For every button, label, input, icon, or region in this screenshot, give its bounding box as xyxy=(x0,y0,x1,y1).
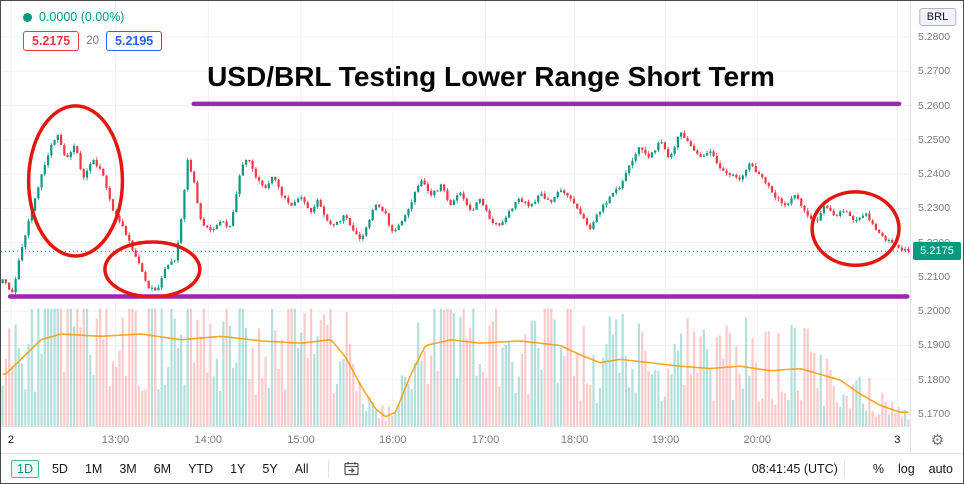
time-axis-label: 13:00 xyxy=(101,434,130,446)
price-axis-label: 5.1700 xyxy=(918,408,951,420)
bid-ask-row: 5.2175 20 5.2195 xyxy=(23,31,163,51)
change-text: 0.0000 (0.00%) xyxy=(39,10,125,24)
highlight-ellipse[interactable] xyxy=(26,104,125,258)
time-axis[interactable]: 2 13:00 14:00 15:00 16:00 17:00 18:00 19:00 20:0… xyxy=(1,426,910,453)
toolbar-divider xyxy=(327,459,329,478)
scale-button-log[interactable]: log xyxy=(897,461,915,476)
candles-layer xyxy=(1,130,910,295)
range-button-1m[interactable]: 1M xyxy=(84,461,103,476)
volume-layer xyxy=(1,308,910,426)
range-button-3m[interactable]: 3M xyxy=(119,461,137,476)
highlight-ellipse[interactable] xyxy=(103,240,202,299)
range-buttons-group: 1D 5D 1M 3M 6M YTD 1Y 5Y All xyxy=(11,459,326,478)
candlestick-chart[interactable] xyxy=(1,1,910,426)
clock[interactable]: 08:41:45 (UTC) xyxy=(751,461,838,476)
scale-button-auto[interactable]: auto xyxy=(928,461,953,476)
bid-price-button[interactable]: 5.2175 xyxy=(23,31,80,51)
range-button-all[interactable]: All xyxy=(294,461,309,476)
scale-button-percent[interactable]: % xyxy=(872,461,884,476)
price-axis-label: 5.2800 xyxy=(918,30,951,43)
range-button-5y[interactable]: 5Y xyxy=(262,461,278,476)
market-status-dot xyxy=(23,12,32,22)
grid-layer xyxy=(1,1,910,426)
chart-pane[interactable]: USD/BRL Testing Lower Range Short Term 0… xyxy=(1,1,910,453)
range-button-ytd[interactable]: YTD xyxy=(188,461,214,476)
ask-price-button[interactable]: 5.2195 xyxy=(106,31,163,51)
price-axis-label: 5.2000 xyxy=(918,305,951,318)
price-axis-label: 5.2700 xyxy=(918,65,951,78)
price-axis-label: 5.1800 xyxy=(918,373,951,386)
time-axis-label: 14:00 xyxy=(194,434,223,446)
time-axis-label: 2 xyxy=(7,434,15,446)
range-button-5d[interactable]: 5D xyxy=(51,461,68,476)
time-axis-label: 18:00 xyxy=(560,434,589,446)
price-axis-label: 5.2400 xyxy=(918,168,951,181)
legend-change-row: 0.0000 (0.00%) xyxy=(23,10,162,24)
price-axis-label: 5.2600 xyxy=(918,99,951,112)
bottom-toolbar: 1D 5D 1M 3M 6M YTD 1Y 5Y All 08:41:45 (UTC) % log… xyxy=(1,453,963,483)
range-button-1d[interactable]: 1D xyxy=(11,459,39,478)
symbol-legend: 0.0000 (0.00%) 5.2175 20 5.2195 xyxy=(23,10,163,51)
time-axis-label: 16:00 xyxy=(379,434,407,446)
settings-gear-icon[interactable]: ⚙ xyxy=(930,432,945,449)
volume-ma-line xyxy=(2,333,909,418)
spread-value: 20 xyxy=(86,35,100,47)
range-button-6m[interactable]: 6M xyxy=(153,461,172,476)
go-to-date-icon[interactable] xyxy=(343,460,360,477)
time-axis-label: 3 xyxy=(894,434,901,446)
highlight-ellipse[interactable] xyxy=(810,190,901,268)
time-axis-label: 20:00 xyxy=(743,434,772,446)
time-axis-label: 15:00 xyxy=(287,434,315,446)
last-price-badge: 5.2175 xyxy=(913,242,961,261)
currency-label: BRL xyxy=(918,8,957,26)
toolbar-divider xyxy=(843,459,845,478)
time-axis-label: 17:00 xyxy=(471,434,500,446)
range-button-1y[interactable]: 1Y xyxy=(230,461,246,476)
time-axis-label: 19:00 xyxy=(651,434,680,446)
price-axis-label: 5.1900 xyxy=(918,339,951,352)
price-axis-label: 5.2100 xyxy=(918,270,951,283)
price-axis-label: 5.2300 xyxy=(918,202,951,215)
price-axis-label: 5.2500 xyxy=(918,133,951,146)
scale-buttons-group: % log auto xyxy=(859,462,953,476)
price-axis[interactable]: BRL 5.2800 5.2700 5.2600 5.2500 5.2400 5.2300… xyxy=(910,1,963,453)
